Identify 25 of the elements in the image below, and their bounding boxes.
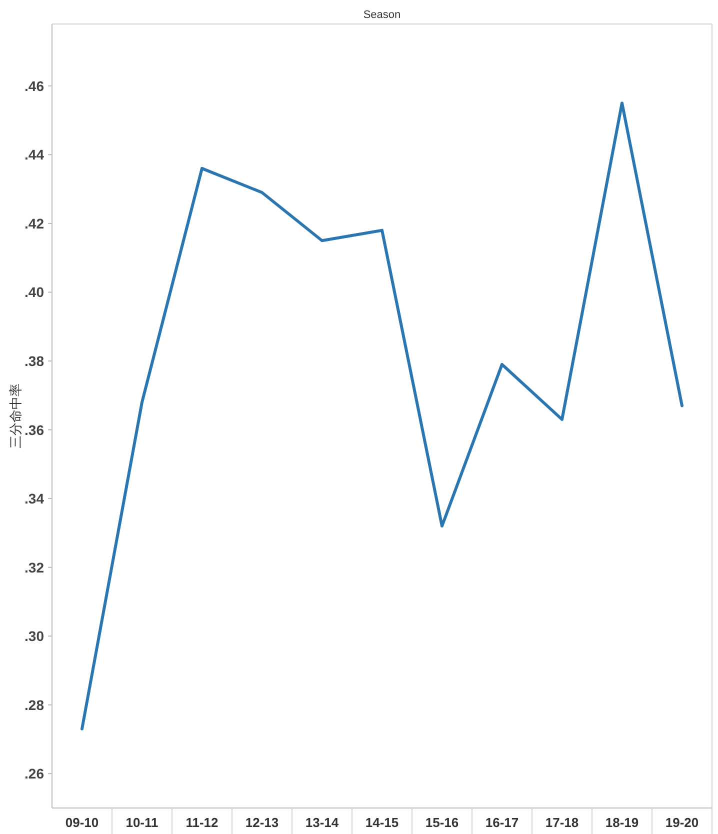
- x-axis-title: Season: [363, 9, 401, 21]
- x-tick-label: 09-10: [65, 815, 99, 830]
- y-tick-label: .36: [24, 422, 44, 438]
- y-tick-label: .26: [24, 766, 44, 782]
- x-tick-label: 16-17: [485, 815, 519, 830]
- x-tick-label: 19-20: [665, 815, 699, 830]
- line-series: [80, 102, 684, 730]
- y-tick-label: .38: [24, 352, 44, 369]
- y-tick-label: .28: [24, 696, 44, 713]
- x-tick-label: 12-13: [245, 815, 279, 830]
- x-tick-label: 17-18: [545, 815, 579, 830]
- y-tick-label: .32: [24, 559, 44, 576]
- y-tick-label: .44: [24, 146, 44, 163]
- y-tick-label: .40: [24, 284, 44, 300]
- x-tick-label: 11-12: [186, 815, 218, 830]
- y-tick-label: .30: [24, 628, 44, 644]
- y-axis-title: 三分命中率: [8, 384, 23, 448]
- x-tick-label: 10-11: [126, 815, 158, 830]
- x-tick-label: 18-19: [605, 815, 639, 830]
- x-tick-label: 15-16: [425, 815, 459, 830]
- y-tick-label: .42: [24, 215, 44, 232]
- y-tick-label: .46: [24, 78, 44, 94]
- x-tick-label: 14-15: [365, 815, 399, 830]
- x-tick-label: 13-14: [305, 815, 340, 830]
- y-tick-label: .34: [24, 490, 44, 507]
